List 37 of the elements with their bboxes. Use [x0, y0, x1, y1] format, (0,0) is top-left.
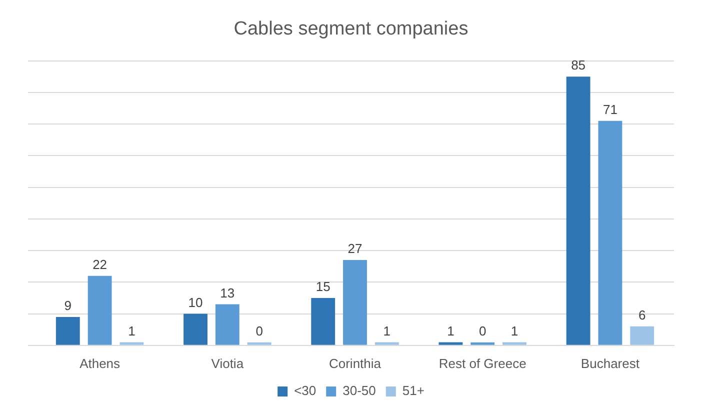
bar — [56, 316, 80, 345]
data-label: 15 — [316, 279, 330, 294]
data-label: 0 — [478, 323, 486, 338]
data-label: 0 — [256, 323, 263, 338]
bar — [120, 342, 144, 345]
chart-title: Cables segment companies — [234, 18, 468, 40]
x-tick-label: Bucharest — [580, 356, 640, 371]
bar — [438, 342, 463, 345]
bar — [343, 260, 367, 345]
x-tick-label: Rest of Greece — [438, 356, 526, 371]
legend-label: 51+ — [402, 383, 424, 398]
data-label: 6 — [638, 308, 646, 323]
data-label: 71 — [602, 102, 618, 117]
data-label: 1 — [510, 323, 518, 338]
data-label: 1 — [447, 323, 454, 338]
data-label: 10 — [188, 294, 203, 310]
data-label: 9 — [64, 298, 72, 314]
bar — [630, 326, 654, 345]
bar — [502, 342, 526, 345]
data-label: 1 — [128, 323, 136, 338]
bar — [598, 120, 622, 345]
bar — [566, 76, 590, 345]
bar — [215, 304, 240, 345]
legend-label: <30 — [294, 383, 316, 398]
legend-label: 30-50 — [342, 383, 376, 398]
bar — [184, 314, 208, 345]
bar — [88, 276, 112, 345]
data-label: 27 — [348, 241, 362, 256]
x-tick-label: Athens — [80, 356, 121, 371]
data-label: 1 — [383, 323, 391, 338]
data-label: 13 — [220, 285, 235, 300]
data-label: 22 — [92, 256, 108, 272]
x-tick-label: Corinthia — [328, 356, 382, 371]
data-label: 85 — [571, 58, 586, 73]
bar — [374, 342, 399, 345]
bar — [311, 298, 336, 345]
x-tick-label: Viotia — [211, 356, 244, 371]
